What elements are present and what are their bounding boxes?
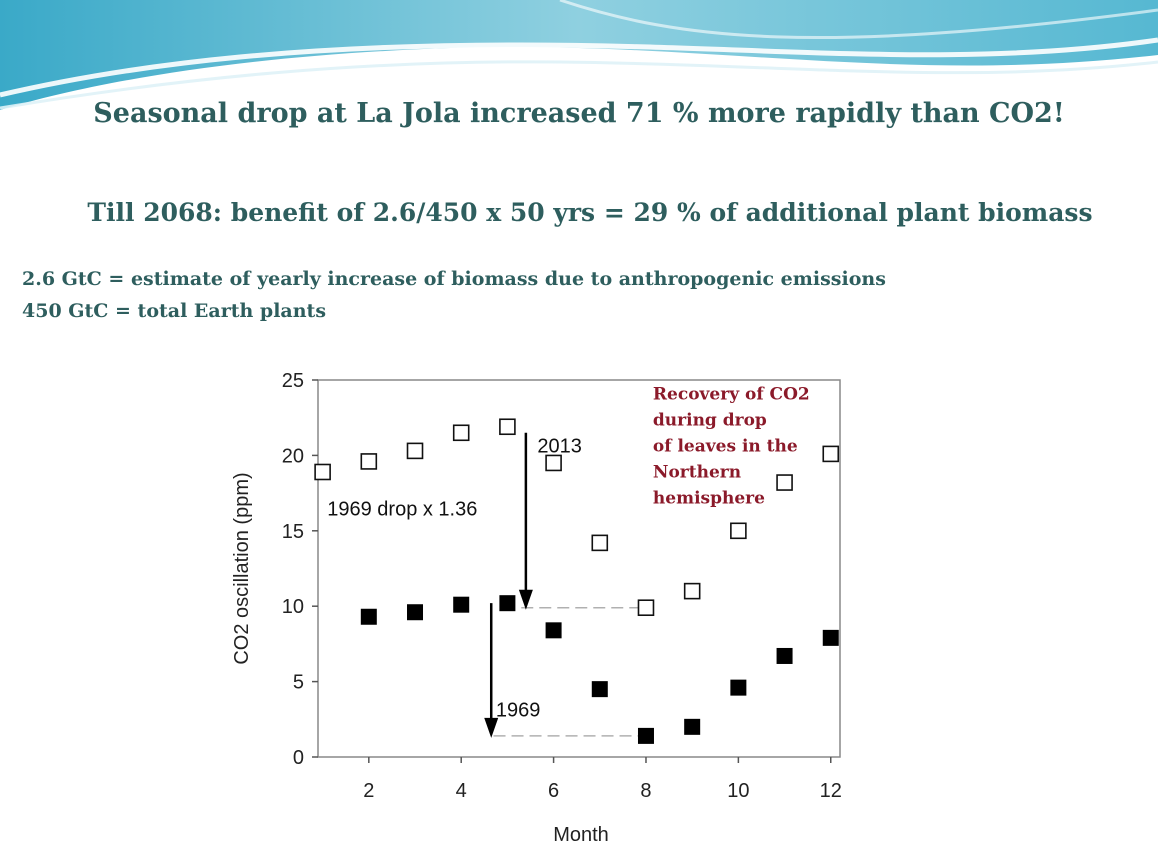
slide-title: Seasonal drop at La Jola increased 71 % … [93, 98, 1065, 129]
point-2013 [314, 463, 331, 481]
chart-axes: 0 5 10 15 20 25 2 4 6 8 10 12 Month CO2 oscillation (… [231, 370, 842, 846]
annotation-recovery-line: Northern [653, 463, 741, 483]
y-tick-label: 5 [293, 672, 304, 694]
x-tick-label: 4 [456, 780, 467, 802]
point-2013 [637, 599, 655, 617]
x-axis-label: Month [553, 824, 609, 846]
point-2013 [683, 582, 701, 600]
note-biomass-increase: 2.6 GtC = estimate of yearly increase of… [22, 268, 886, 290]
point-1969 [822, 629, 839, 646]
point-1969 [499, 595, 516, 612]
annotation-recovery-line: of leaves in the [653, 437, 798, 457]
drop-arrow-head [484, 717, 499, 738]
note-total-plants: 450 GtC = total Earth plants [22, 300, 327, 322]
chart-marks [314, 418, 840, 744]
y-tick-label: 15 [282, 521, 304, 543]
point-1969 [453, 596, 470, 613]
slide-subtitle: Till 2068: benefit of 2.6/450 x 50 yrs =… [87, 198, 1093, 227]
annotation-2013: 2013 [537, 435, 582, 457]
y-axis-label: CO2 oscillation (ppm) [231, 472, 253, 664]
point-2013 [822, 445, 840, 463]
point-2013 [776, 474, 793, 491]
reference-lines [493, 606, 640, 737]
annotation-recovery-line: Recovery of CO2 [653, 385, 810, 405]
point-2013 [545, 454, 562, 472]
annotation-drop-factor: 1969 drop x 1.36 [327, 499, 477, 521]
drop-arrows [484, 432, 533, 738]
annotation-1969: 1969 [496, 699, 541, 721]
point-1969 [591, 681, 608, 698]
point-1969 [545, 622, 562, 639]
point-1969 [684, 718, 701, 735]
point-1969 [407, 604, 424, 621]
point-2013 [406, 442, 424, 460]
point-1969 [776, 647, 793, 664]
y-tick-label: 20 [282, 445, 304, 467]
co2-oscillation-chart: 0 5 10 15 20 25 2 4 6 8 10 12 Month CO2 oscillation (… [231, 370, 842, 846]
point-2013 [730, 522, 747, 540]
y-tick-label: 25 [282, 370, 304, 392]
point-2013 [499, 418, 516, 436]
chart-annotations: 2013 1969 1969 drop x 1.36 Recovery of CO2 d… [327, 385, 810, 722]
x-tick-label: 2 [363, 780, 374, 802]
x-tick-label: 6 [548, 780, 559, 802]
point-1969 [637, 727, 654, 744]
annotation-recovery-line: hemisphere [653, 489, 765, 509]
point-2013 [591, 534, 609, 552]
annotation-recovery-line: during drop [653, 411, 767, 431]
x-tick-label: 12 [820, 780, 842, 802]
y-tick-label: 10 [282, 596, 304, 618]
x-tick-label: 8 [640, 780, 651, 802]
y-tick-label: 0 [293, 747, 304, 769]
point-2013 [452, 424, 470, 442]
plot-frame [317, 379, 841, 758]
header-wave-decoration [0, 0, 1158, 110]
x-tick-label: 10 [727, 780, 749, 802]
drop-arrow-head [518, 589, 533, 610]
point-2013 [360, 453, 378, 470]
point-1969 [730, 679, 747, 696]
point-1969 [360, 608, 377, 625]
